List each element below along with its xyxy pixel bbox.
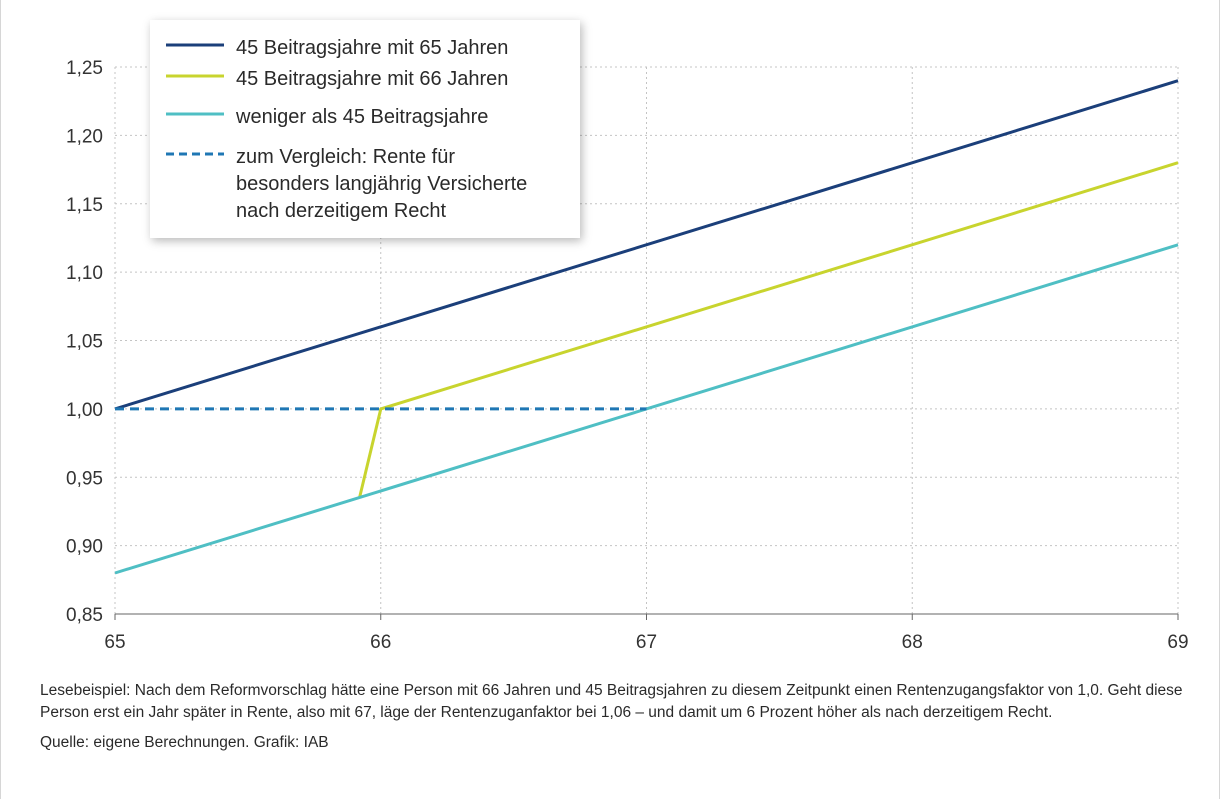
series-line-65 [114, 79, 1179, 411]
source-line: Quelle: eigene Berechnungen. Grafik: IAB [40, 734, 329, 751]
legend: 45 Beitragsjahre mit 65 Jahren 45 Beitra… [150, 20, 580, 238]
y-tick-label: 0,95 [66, 468, 103, 489]
legend-item-66: 45 Beitragsjahre mit 66 Jahren [166, 66, 508, 93]
figure-notes: Lesebeispiel: Nach dem Reformvorschlag h… [40, 680, 1200, 754]
y-tick-label: 1,10 [66, 263, 103, 284]
axes: 0,85 0,90 0,95 1,00 1,05 1,10 1,15 1,20 1,25 65 66… [66, 58, 1189, 653]
y-tick-label: 1,15 [66, 195, 103, 216]
legend-label-under45: weniger als 45 Beitragsjahre [236, 106, 489, 128]
legend-item-under45: weniger als 45 Beitragsjahre [166, 104, 488, 131]
legend-swatch-comparison [166, 144, 224, 164]
y-tick-label: 1,25 [66, 58, 103, 79]
legend-item-comparison: zum Vergleich: Rente für besonders langj… [166, 144, 527, 225]
y-tick-label: 1,05 [66, 332, 103, 353]
x-tick-label: 69 [1167, 632, 1188, 653]
series [114, 79, 1179, 575]
legend-swatch-under45 [166, 104, 224, 124]
y-tick-label: 0,85 [66, 605, 103, 626]
y-tick-label: 0,90 [66, 537, 103, 558]
x-tick-label: 68 [902, 632, 923, 653]
reading-example: Lesebeispiel: Nach dem Reformvorschlag h… [40, 682, 1183, 721]
legend-item-65: 45 Beitragsjahre mit 65 Jahren [166, 35, 508, 62]
legend-swatch-66 [166, 66, 224, 86]
x-tick-label: 65 [104, 632, 125, 653]
legend-label-comparison: zum Vergleich: Rente für besonders langj… [236, 146, 528, 222]
x-tick-label: 67 [636, 632, 657, 653]
legend-label-65: 45 Beitragsjahre mit 65 Jahren [236, 37, 509, 59]
x-tick-label: 66 [370, 632, 391, 653]
y-tick-label: 1,20 [66, 126, 103, 147]
series-line-66 [358, 161, 1179, 499]
y-tick-label: 1,00 [66, 400, 103, 421]
legend-swatch-65 [166, 35, 224, 55]
line-chart: 0,85 0,90 0,95 1,00 1,05 1,10 1,15 1,20 1,25 65 66… [66, 58, 1189, 653]
legend-label-66: 45 Beitragsjahre mit 66 Jahren [236, 68, 509, 90]
